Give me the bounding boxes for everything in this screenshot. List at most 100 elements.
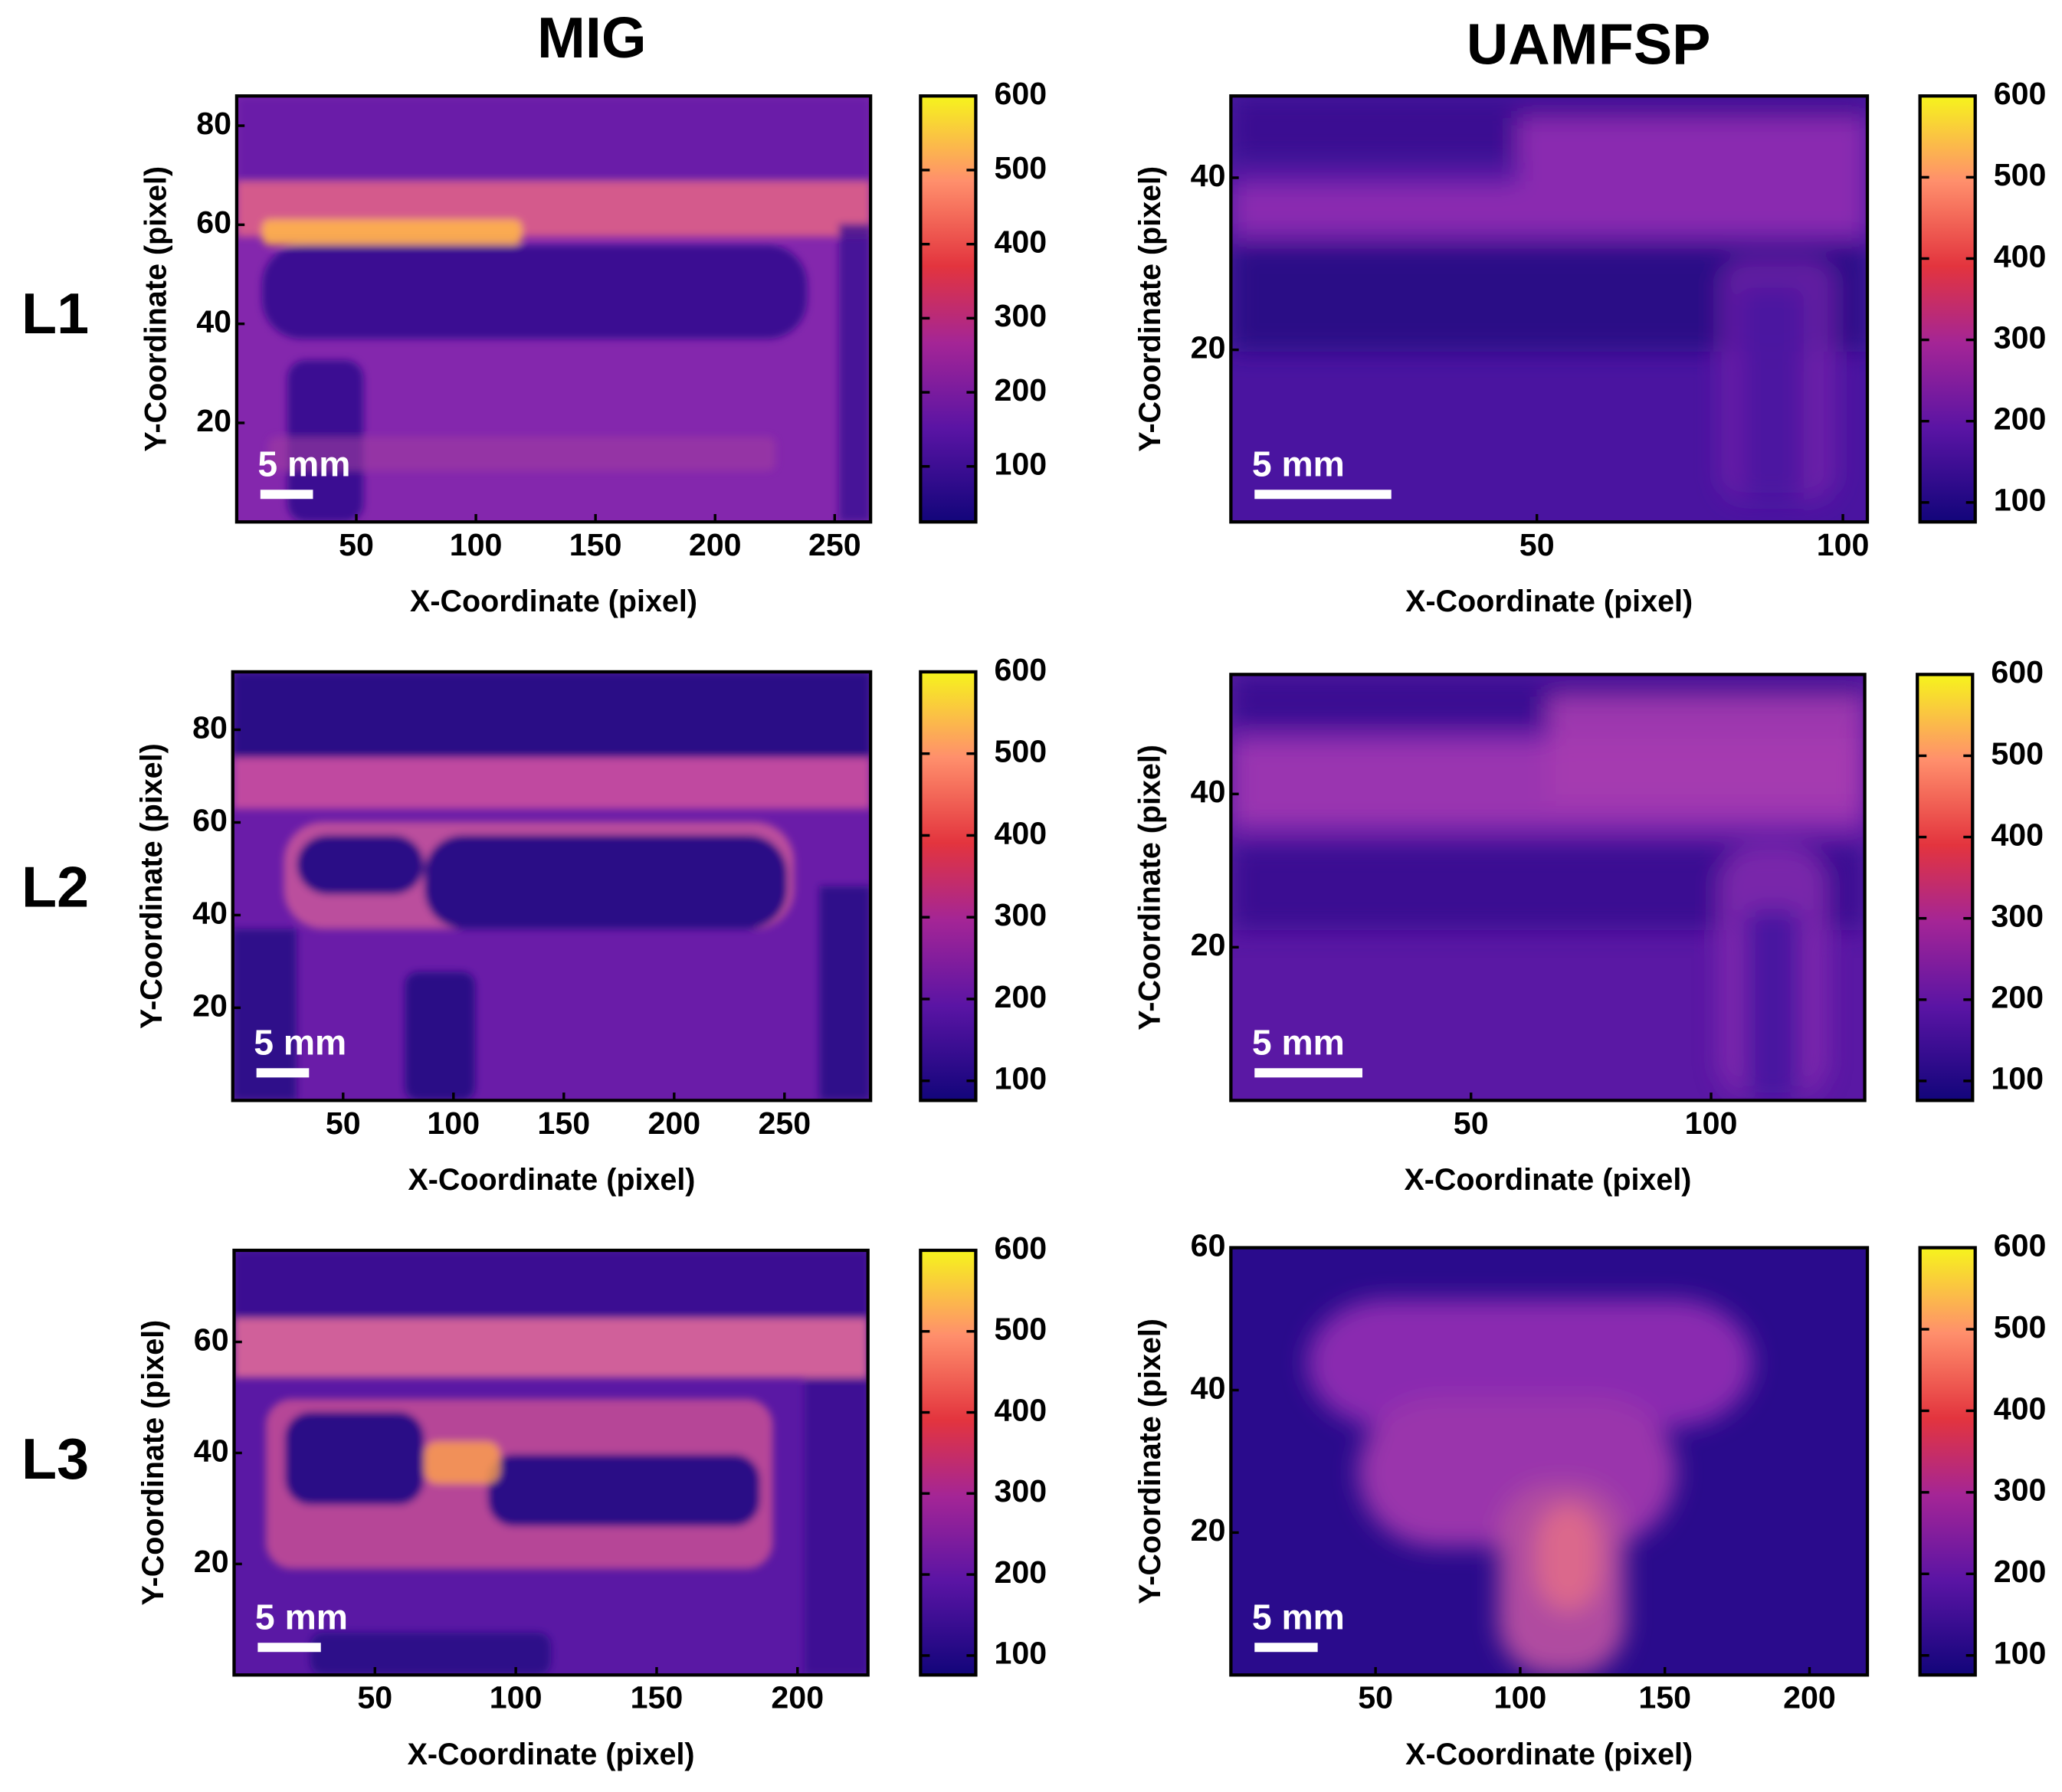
y-tick-label: 40 <box>1191 774 1226 809</box>
colorbar-tick-label: 500 <box>994 1312 1047 1347</box>
colorbar <box>919 94 978 524</box>
row-label: L1 <box>21 281 89 346</box>
colorbar-tick-label: 300 <box>1994 1473 2047 1508</box>
y-tick-label: 80 <box>192 709 228 745</box>
heatmap-image <box>236 96 871 523</box>
heatmap-image <box>234 1250 868 1676</box>
colorbar-tick-label: 400 <box>1994 1391 2047 1426</box>
y-axis-label: Y-Coordinate (pixel) <box>139 166 172 452</box>
heatmap-region <box>284 1411 425 1505</box>
y-tick-label: 20 <box>192 988 228 1023</box>
colorbar-tick-label: 500 <box>1994 157 2047 192</box>
x-tick-label: 100 <box>490 1680 543 1715</box>
x-tick-label: 150 <box>537 1106 590 1141</box>
x-tick-label: 50 <box>1519 527 1555 562</box>
heatmap-region <box>804 1378 868 1676</box>
heatmap-region <box>268 437 776 471</box>
colorbar-tick-label: 200 <box>994 372 1047 408</box>
x-tick-label: 200 <box>647 1106 700 1141</box>
y-tick-label: 40 <box>1191 158 1226 193</box>
colorbar-tick-label: 100 <box>1994 483 2047 518</box>
y-axis-label: Y-Coordinate (pixel) <box>136 1320 170 1606</box>
plot-frame <box>234 94 873 524</box>
row-label: L3 <box>21 1427 89 1491</box>
plot-frame <box>1229 94 1870 524</box>
colorbar-tick-label: 400 <box>994 815 1047 850</box>
heatmap-region <box>232 757 871 809</box>
colorbar-tick-label: 400 <box>1991 817 2044 852</box>
colorbar-tick-label: 300 <box>994 1473 1047 1509</box>
colorbar <box>919 1248 978 1677</box>
panel: 5 mm 50 100 150 200 20 40 60 X-Coordinate (pixel… <box>136 1230 1047 1771</box>
x-tick-label: 50 <box>1454 1106 1489 1141</box>
colorbar-tick-label: 400 <box>994 224 1047 260</box>
colorbar-tick-label: 400 <box>1994 238 2047 274</box>
colorbar-tick-label: 200 <box>1994 401 2047 437</box>
x-axis-label: X-Coordinate (pixel) <box>1404 1163 1691 1197</box>
x-tick-label: 200 <box>689 527 742 562</box>
colorbar-tick-label: 300 <box>1994 319 2047 355</box>
y-axis-label: Y-Coordinate (pixel) <box>1133 1319 1167 1604</box>
plot-frame <box>1229 1246 1870 1677</box>
colorbar <box>919 670 978 1102</box>
colorbar-tick-label: 200 <box>994 1554 1047 1590</box>
scale-bar-label: 5 mm <box>1252 1023 1345 1063</box>
colorbar-tick-label: 600 <box>1994 76 2047 111</box>
y-tick-label: 20 <box>194 1544 229 1579</box>
heatmap-region <box>262 244 808 339</box>
colorbar-tick-label: 100 <box>994 1636 1047 1671</box>
colorbar-tick-label: 600 <box>994 76 1047 111</box>
heatmap-region <box>310 1632 552 1676</box>
x-tick-label: 100 <box>427 1106 480 1141</box>
heatmap-image <box>1231 674 1865 1101</box>
colorbar-tick-label: 100 <box>1994 1636 2047 1671</box>
panel: 5 mm 50 100 150 200 250 20 40 60 80 X-Coordinate (… <box>139 76 1047 618</box>
scale-bar-label: 5 mm <box>1252 444 1345 483</box>
y-tick-label: 60 <box>1191 1227 1226 1263</box>
panel: 5 mm 50 100 20 40 X-Coordinate (pixel) Y-Coord… <box>1133 654 2044 1197</box>
heatmap-image <box>1231 96 1868 523</box>
colorbar <box>1916 673 1975 1102</box>
heatmap-region <box>262 219 523 245</box>
y-axis-label: Y-Coordinate (pixel) <box>135 743 169 1029</box>
colorbar <box>1918 94 1977 524</box>
heatmap-region <box>1744 909 1801 1101</box>
scale-bar-label: 5 mm <box>257 444 350 483</box>
y-tick-label: 40 <box>1191 1370 1226 1405</box>
column-title: MIG <box>537 5 647 70</box>
scale-bar-label: 5 mm <box>254 1023 346 1063</box>
x-axis-label: X-Coordinate (pixel) <box>408 1738 695 1771</box>
colorbar-tick-label: 200 <box>1991 980 2044 1015</box>
x-tick-label: 50 <box>357 1680 392 1715</box>
heatmap-image <box>232 671 871 1101</box>
plot-frame <box>231 670 873 1102</box>
colorbar-tick-label: 100 <box>1991 1061 2044 1096</box>
row-label: L2 <box>21 854 89 919</box>
heatmap-region <box>234 1250 868 1319</box>
heatmap-region <box>1307 1299 1753 1427</box>
x-tick-label: 200 <box>1783 1680 1836 1715</box>
colorbar-tick-label: 200 <box>1994 1554 2047 1589</box>
colorbar-tick-label: 100 <box>994 447 1047 482</box>
x-axis-label: X-Coordinate (pixel) <box>1405 585 1693 618</box>
y-tick-label: 20 <box>1191 330 1226 365</box>
heatmap-region <box>1739 287 1804 501</box>
x-tick-label: 100 <box>1817 527 1870 562</box>
x-tick-label: 200 <box>771 1680 824 1715</box>
column-title: UAMFSP <box>1467 11 1711 76</box>
x-tick-label: 50 <box>1358 1680 1393 1715</box>
heatmap-region <box>1231 181 1868 237</box>
y-tick-label: 60 <box>192 802 228 837</box>
colorbar-tick-label: 500 <box>1994 1309 2047 1345</box>
x-axis-label: X-Coordinate (pixel) <box>1405 1738 1693 1771</box>
colorbar-tick-label: 500 <box>1991 735 2044 771</box>
colorbar-tick-label: 200 <box>994 979 1047 1014</box>
y-tick-label: 80 <box>196 106 231 141</box>
colorbar-tick-label: 100 <box>994 1061 1047 1096</box>
x-tick-label: 150 <box>569 527 622 562</box>
x-tick-label: 50 <box>339 527 374 562</box>
heatmap-region <box>405 971 476 1101</box>
colorbar-tick-label: 500 <box>994 734 1047 769</box>
y-tick-label: 20 <box>1191 927 1226 962</box>
